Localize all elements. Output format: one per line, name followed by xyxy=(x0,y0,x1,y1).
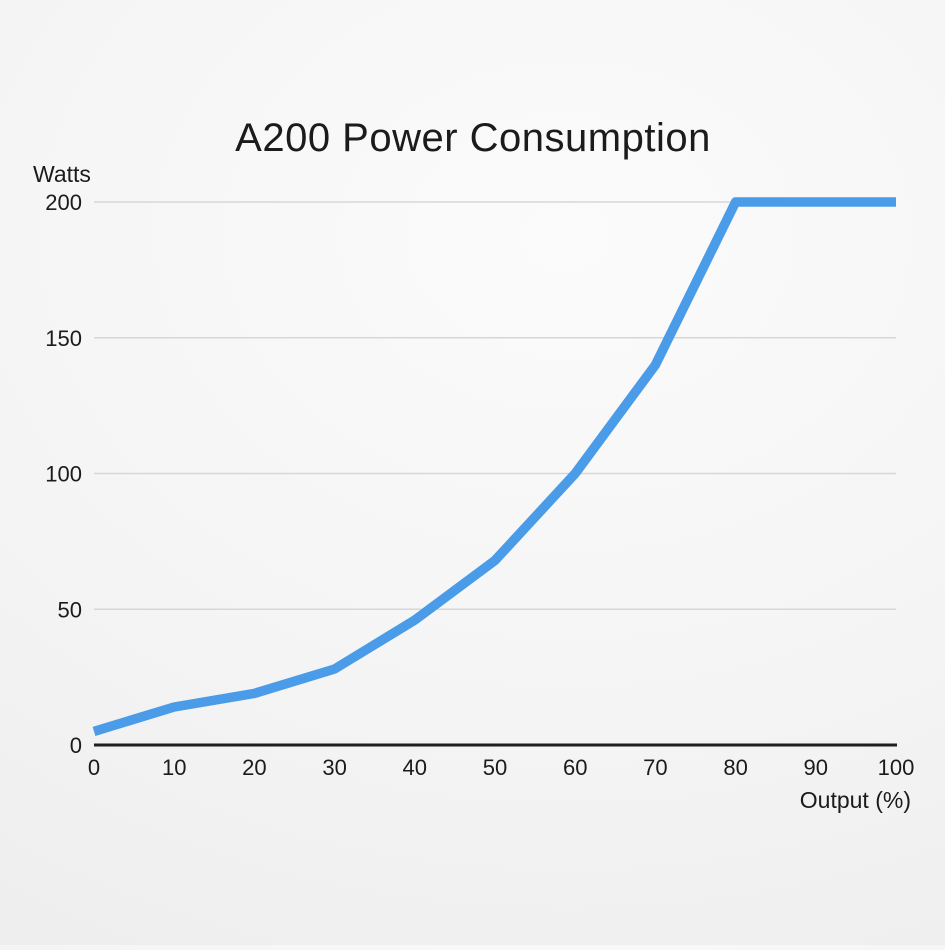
y-tick-label-200: 200 xyxy=(45,190,82,215)
y-tick-label-50: 50 xyxy=(58,597,82,622)
x-tick-label-50: 50 xyxy=(483,755,507,780)
x-tick-label-30: 30 xyxy=(322,755,346,780)
x-tick-label-20: 20 xyxy=(242,755,266,780)
y-tick-label-0: 0 xyxy=(70,733,82,758)
x-tick-label-60: 60 xyxy=(563,755,587,780)
x-tick-labels: 0 10 20 30 40 50 60 70 80 90 100 xyxy=(88,755,914,780)
x-tick-label-70: 70 xyxy=(643,755,667,780)
x-tick-label-10: 10 xyxy=(162,755,186,780)
x-tick-label-40: 40 xyxy=(403,755,427,780)
chart-title: A200 Power Consumption xyxy=(235,116,711,160)
y-tick-label-100: 100 xyxy=(45,462,82,487)
x-tick-label-100: 100 xyxy=(878,755,915,780)
x-tick-label-80: 80 xyxy=(723,755,747,780)
x-tick-label-90: 90 xyxy=(804,755,828,780)
power-series-line xyxy=(92,197,896,736)
y-tick-labels: 0 50 100 150 200 xyxy=(45,190,82,758)
x-axis-unit-label: Output (%) xyxy=(800,787,911,813)
y-tick-label-150: 150 xyxy=(45,326,82,351)
y-axis-unit-label: Watts xyxy=(33,161,91,187)
gridlines xyxy=(94,201,896,610)
x-tick-label-0: 0 xyxy=(88,755,100,780)
